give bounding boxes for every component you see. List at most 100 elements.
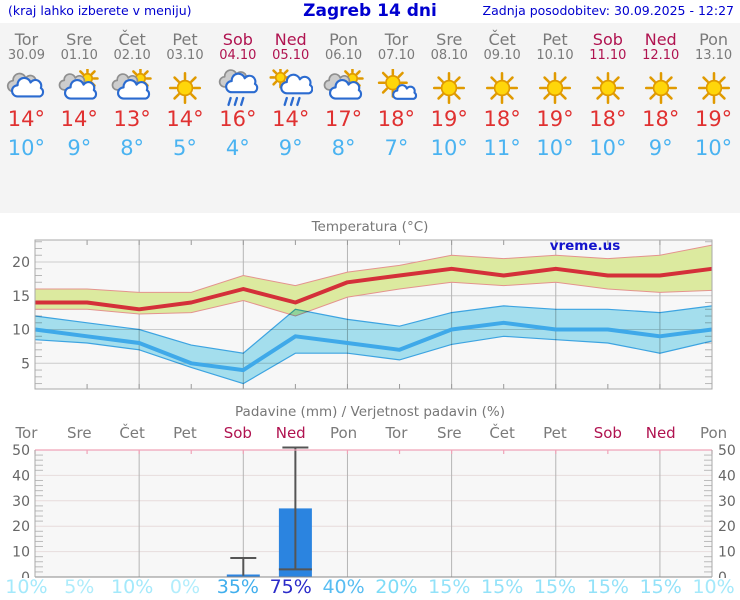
- day-high-temp: 17°: [324, 107, 363, 132]
- temperature-chart-title: Temperatura (°C): [311, 219, 429, 235]
- day-icon: [322, 67, 366, 107]
- day-date: 02.10: [113, 47, 151, 63]
- weather-icon-partly-cloudy: [58, 67, 100, 100]
- day-low-temp: 8°: [120, 136, 145, 161]
- day-icon: [216, 69, 260, 107]
- weather-icon-cloudy: [7, 72, 45, 98]
- day-column-10: Čet 09.10 18° 11°: [476, 23, 529, 213]
- day-high-temp: 13°: [113, 107, 151, 132]
- last-update-text: Zadnja posodobitev: 30.09.2025 - 12:27: [482, 3, 734, 18]
- day-icon: [110, 67, 154, 107]
- precip-probability-9: 15%: [428, 576, 471, 598]
- precip-whisker: [230, 556, 257, 576]
- day-low-temp: 11°: [483, 136, 521, 161]
- day-icon: [269, 66, 313, 107]
- day-column-11: Pet 10.10 19° 10°: [529, 23, 582, 213]
- day-high-temp: 14°: [60, 107, 98, 132]
- day-column-2: Sre 01.10 14° 9°: [53, 23, 106, 213]
- day-name: Ned: [644, 30, 677, 49]
- page-header: (kraj lahko izberete v meniju) Zagreb 14…: [0, 0, 740, 23]
- day-high-temp: 18°: [377, 107, 416, 132]
- day-column-12: Sob 11.10 18° 10°: [581, 23, 634, 213]
- day-low-temp: 9°: [278, 136, 303, 161]
- day-column-14: Pon 13.10 19° 10°: [687, 23, 740, 213]
- day-low-temp: 8°: [331, 136, 356, 161]
- precip-day-label-1: Tor: [15, 424, 38, 442]
- precipitation-chart: 0 0 10 10 20 20 30 30 40 40 50 50: [12, 443, 736, 578]
- precip-day-label-2: Sre: [66, 424, 92, 442]
- day-date: 01.10: [60, 47, 98, 63]
- precip-day-label-6: Ned: [275, 424, 306, 442]
- day-column-13: Ned 12.10 18° 9°: [634, 23, 687, 213]
- day-date: 05.10: [272, 47, 310, 63]
- precip-probability-11: 15%: [533, 576, 577, 598]
- precip-ytick-label-left: 50: [12, 443, 30, 459]
- page-title: Zagreb 14 dni: [303, 1, 437, 21]
- forecast-panel: Tor 30.09 14° 10° Sre 01.10 14° 9° Čet 02.10 13° 8°…: [0, 23, 740, 213]
- menu-hint-text: (kraj lahko izberete v meniju): [8, 3, 192, 18]
- day-high-temp: 14°: [166, 107, 204, 132]
- day-low-temp: 10°: [7, 136, 46, 161]
- day-icon: [163, 69, 207, 107]
- day-name: Sob: [592, 30, 623, 49]
- day-column-9: Sre 08.10 19° 10°: [423, 23, 476, 213]
- weather-icon-mostly-sunny: [378, 67, 418, 100]
- day-date: 09.10: [483, 47, 521, 63]
- day-column-6: Ned 05.10 14° 9°: [264, 23, 317, 213]
- precip-ytick-label-right: 50: [718, 443, 736, 459]
- day-column-7: Pon 06.10 17° 8°: [317, 23, 370, 213]
- day-name: Tor: [384, 30, 409, 49]
- precip-probability-2: 5%: [64, 576, 95, 598]
- weather-icon-sunny: [538, 72, 572, 105]
- day-low-temp: 9°: [67, 136, 92, 161]
- precipitation-probability-row: 10% 5% 10% 0% 35% 75% 40% 20% 15% 15% 15% 15% 15% 10%: [0, 576, 740, 599]
- temp-ytick-label: 15: [12, 289, 30, 305]
- day-low-temp: 10°: [589, 136, 627, 161]
- day-column-8: Tor 07.10 18° 7°: [370, 23, 423, 213]
- precip-probability-13: 15%: [639, 576, 682, 598]
- day-high-temp: 19°: [694, 107, 733, 132]
- day-icon: [480, 69, 524, 107]
- precip-probability-4: 0%: [169, 576, 201, 598]
- precip-day-label-12: Sob: [593, 424, 622, 442]
- precip-day-label-9: Sre: [436, 424, 462, 442]
- precip-ytick-label-right: 20: [718, 519, 736, 535]
- day-date: 12.10: [642, 47, 680, 63]
- weather-icon-sun-rain: [269, 66, 313, 107]
- day-high-temp: 19°: [430, 107, 468, 132]
- day-name: Pon: [699, 30, 729, 49]
- max-temp-line: [35, 266, 713, 312]
- weather-icon-sunny: [644, 72, 677, 105]
- precip-probability-1: 10%: [5, 576, 48, 598]
- day-icon: [427, 69, 471, 107]
- day-date: 13.10: [694, 47, 733, 63]
- day-icon: [374, 67, 418, 107]
- precip-day-label-13: Ned: [645, 424, 676, 442]
- precip-ytick-label-right: 30: [718, 494, 736, 510]
- day-high-temp: 18°: [642, 107, 680, 132]
- precip-day-label-4: Pet: [173, 424, 197, 442]
- day-low-temp: 10°: [536, 136, 574, 161]
- precip-probability-3: 10%: [111, 576, 154, 598]
- precip-bar: [226, 574, 260, 577]
- precip-probability-5: 35%: [216, 576, 259, 598]
- precip-day-label-8: Tor: [385, 424, 408, 442]
- day-name: Pet: [542, 30, 568, 49]
- day-date: 04.10: [219, 47, 257, 63]
- day-icon: [4, 69, 48, 107]
- day-icon: [57, 67, 101, 107]
- day-low-temp: 10°: [430, 136, 468, 161]
- day-name: Pet: [172, 30, 198, 49]
- day-high-temp: 14°: [272, 107, 310, 132]
- precip-probability-7: 40%: [322, 576, 365, 598]
- precip-day-label-11: Pet: [543, 424, 567, 442]
- day-name: Sob: [222, 30, 253, 49]
- day-icon: [692, 69, 736, 107]
- day-column-4: Pet 03.10 14° 5°: [159, 23, 212, 213]
- precipitation-day-labels: Tor Sre Čet Pet Sob Ned Pon Tor Sre Čet Pet Sob Ned P…: [0, 424, 740, 442]
- weather-icon-partly-cloudy: [111, 67, 152, 100]
- weather-icon-sunny: [433, 72, 466, 105]
- day-name: Pon: [329, 30, 359, 49]
- precip-ytick-label-left: 40: [12, 468, 30, 484]
- day-low-temp: 4°: [225, 136, 250, 161]
